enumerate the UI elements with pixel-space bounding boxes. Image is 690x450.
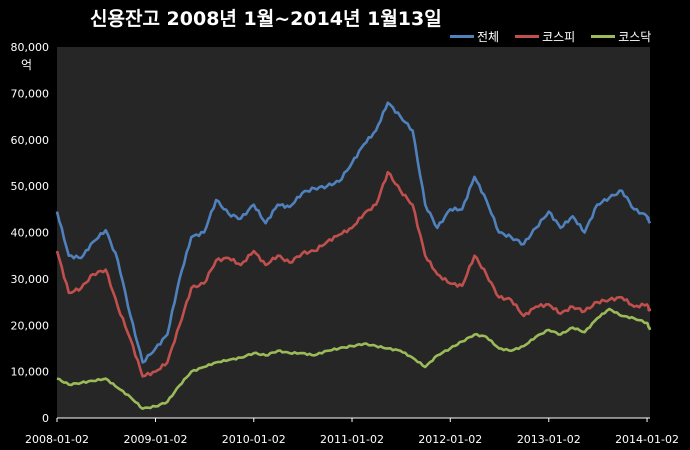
legend-item-kospi: 코스피 [515,28,575,45]
y-tick-label: 20,000 [11,319,50,332]
legend-label-kospi: 코스피 [542,30,576,44]
axes: 0 10,000 20,000 30,000 40,000 50,000 60,000 70,… [11,41,680,446]
y-tick-label: 80,000 [11,41,50,54]
legend-swatch-total [450,35,474,38]
x-tick-label: 2009-01-02 [124,433,188,446]
series-layer [55,101,652,410]
series-line-total [55,101,652,364]
y-tick-label: 10,000 [11,366,50,379]
y-tick-label: 60,000 [11,134,50,147]
chart-title: 신용잔고 2008년 1월~2014년 1월13일 [90,8,442,30]
legend-swatch-kospi [515,35,540,38]
legend-item-kosdaq: 코스닥 [591,28,651,45]
y-tick-label: 40,000 [11,227,50,240]
legend-item-total: 전체 [450,28,499,45]
x-tick-label: 2011-01-02 [320,433,384,446]
y-tick-label: 70,000 [11,87,50,100]
plot-area [57,47,650,418]
y-tick-label: 30,000 [11,273,50,286]
legend-label-total: 전체 [477,30,500,44]
legend-swatch-kosdaq [591,35,616,38]
y-tick-label: 50,000 [11,180,50,193]
series-line-kosdaq [56,307,652,410]
x-tick-label: 2008-01-02 [25,433,89,446]
x-tick-label: 2014-01-02 [615,433,679,446]
y-axis-unit-label: 억 [21,58,33,72]
x-tick-label: 2012-01-02 [418,433,482,446]
x-tick-label: 2010-01-02 [222,433,286,446]
x-tick-label: 2013-01-02 [517,433,581,446]
chart-legend: 전체 코스피 코스닥 [450,28,651,45]
series-line-kospi [55,170,652,378]
y-tick-label: 0 [42,412,49,425]
legend-label-kosdaq: 코스닥 [618,30,652,44]
